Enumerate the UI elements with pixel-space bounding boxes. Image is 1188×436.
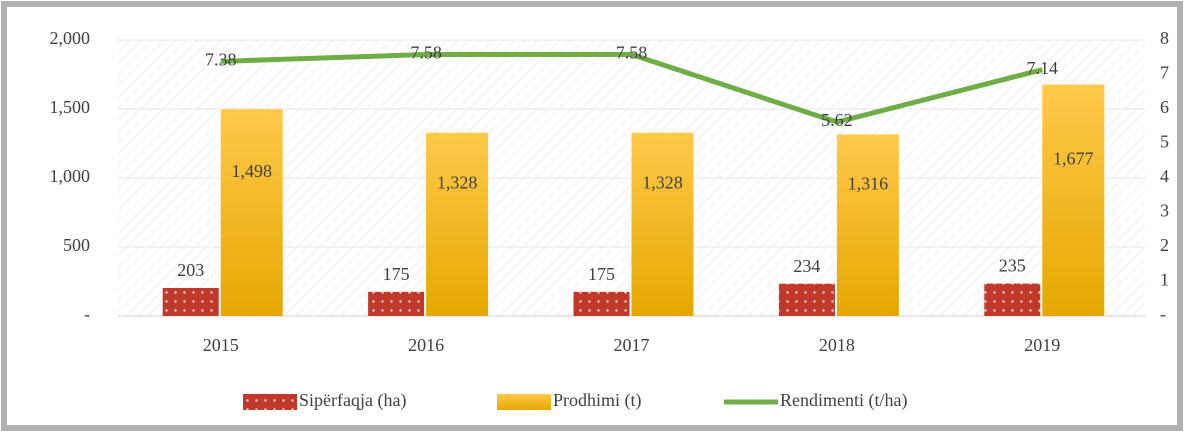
data-label: 175 xyxy=(588,264,615,284)
data-label: 1,677 xyxy=(1053,148,1094,168)
y-tick-label: 1,500 xyxy=(50,97,91,117)
legend-swatch xyxy=(243,394,297,410)
bar xyxy=(836,134,899,316)
data-label: 1,328 xyxy=(642,172,683,192)
y2-tick-label: - xyxy=(1160,304,1166,324)
x-tick-label: 2019 xyxy=(1024,335,1060,355)
legend-label: Sipërfaqja (ha) xyxy=(299,390,406,411)
y2-tick-label: 7 xyxy=(1160,63,1169,83)
bar xyxy=(631,132,694,316)
bar xyxy=(426,132,489,316)
x-tick-label: 2015 xyxy=(203,335,239,355)
data-label: 5.62 xyxy=(821,110,853,130)
bar xyxy=(1042,84,1105,316)
y2-tick-label: 3 xyxy=(1160,201,1169,221)
y-tick-label: - xyxy=(84,304,90,324)
y2-tick-label: 2 xyxy=(1160,235,1169,255)
bar xyxy=(984,283,1041,316)
legend-label: Prodhimi (t) xyxy=(553,390,642,411)
y2-tick-label: 5 xyxy=(1160,132,1169,152)
bar xyxy=(220,109,283,316)
data-label: 7.58 xyxy=(410,43,442,63)
data-label: 7.14 xyxy=(1027,58,1059,78)
y2-tick-label: 1 xyxy=(1160,270,1169,290)
legend-swatch xyxy=(497,394,551,410)
y2-tick-label: 4 xyxy=(1160,166,1169,186)
y2-tick-label: 8 xyxy=(1160,28,1169,48)
x-tick-label: 2018 xyxy=(819,335,855,355)
y-tick-label: 500 xyxy=(63,235,90,255)
y-tick-label: 2,000 xyxy=(50,28,91,48)
x-tick-label: 2016 xyxy=(408,335,444,355)
x-tick-label: 2017 xyxy=(614,335,650,355)
y2-tick-label: 6 xyxy=(1160,97,1169,117)
bar xyxy=(573,291,630,316)
data-label: 1,498 xyxy=(231,161,272,181)
bar xyxy=(368,291,425,316)
bar xyxy=(162,287,219,316)
y-tick-label: 1,000 xyxy=(50,166,91,186)
data-label: 175 xyxy=(383,264,410,284)
data-label: 1,316 xyxy=(848,173,889,193)
data-label: 203 xyxy=(177,260,204,280)
line xyxy=(220,51,1043,125)
data-label: 7.38 xyxy=(205,50,237,70)
data-label: 7.58 xyxy=(616,43,648,63)
data-label: 234 xyxy=(793,256,820,276)
bar xyxy=(778,283,835,316)
legend-label: Rendimenti (t/ha) xyxy=(780,390,907,411)
data-label: 235 xyxy=(999,256,1026,276)
data-label: 1,328 xyxy=(437,172,478,192)
